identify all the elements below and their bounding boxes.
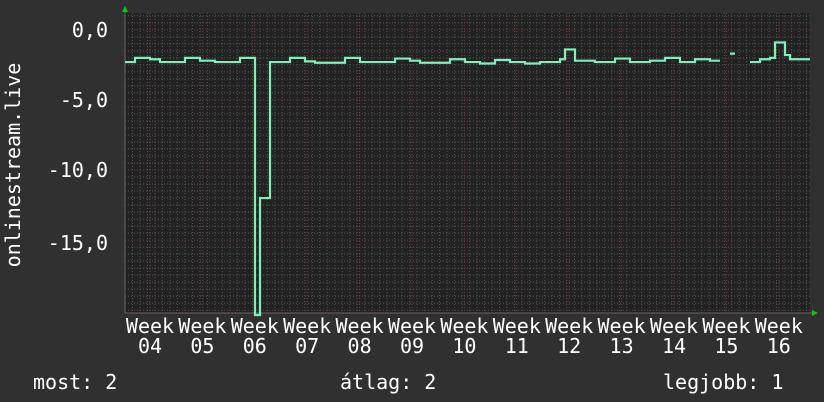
y-tick-label: -10,0 bbox=[47, 158, 108, 182]
x-tick-label: Week 16 bbox=[754, 314, 803, 358]
y-tick-label: 0,0 bbox=[71, 18, 108, 42]
x-tick-label: Week 07 bbox=[283, 314, 332, 358]
x-tick-label: Week 13 bbox=[597, 314, 646, 358]
x-tick-label: Week 06 bbox=[230, 314, 279, 358]
x-tick-label: Week 14 bbox=[649, 314, 699, 358]
x-tick-label: Week 15 bbox=[702, 314, 751, 358]
x-tick-label: Week 12 bbox=[545, 314, 594, 358]
data-line bbox=[125, 41, 810, 317]
legend-current: most: 2 bbox=[33, 370, 118, 394]
x-tick-label: Week 04 bbox=[125, 314, 175, 358]
y-axis-arrow bbox=[122, 6, 128, 12]
x-tick-label: Week 11 bbox=[492, 314, 541, 358]
legend-average: átlag: 2 bbox=[340, 370, 437, 394]
y-axis-title: onlinestream.live bbox=[1, 62, 25, 268]
y-tick-label: -15,0 bbox=[47, 231, 108, 255]
x-tick-label: Week 10 bbox=[440, 314, 489, 358]
x-axis-arrow bbox=[812, 310, 818, 316]
y-tick-label: -5,0 bbox=[59, 88, 108, 112]
x-tick-label: Week 05 bbox=[178, 314, 227, 358]
x-tick-label: Week 09 bbox=[387, 314, 437, 358]
x-tick-label: Week 08 bbox=[335, 314, 384, 358]
legend-best: legjobb: 1 bbox=[663, 370, 784, 394]
